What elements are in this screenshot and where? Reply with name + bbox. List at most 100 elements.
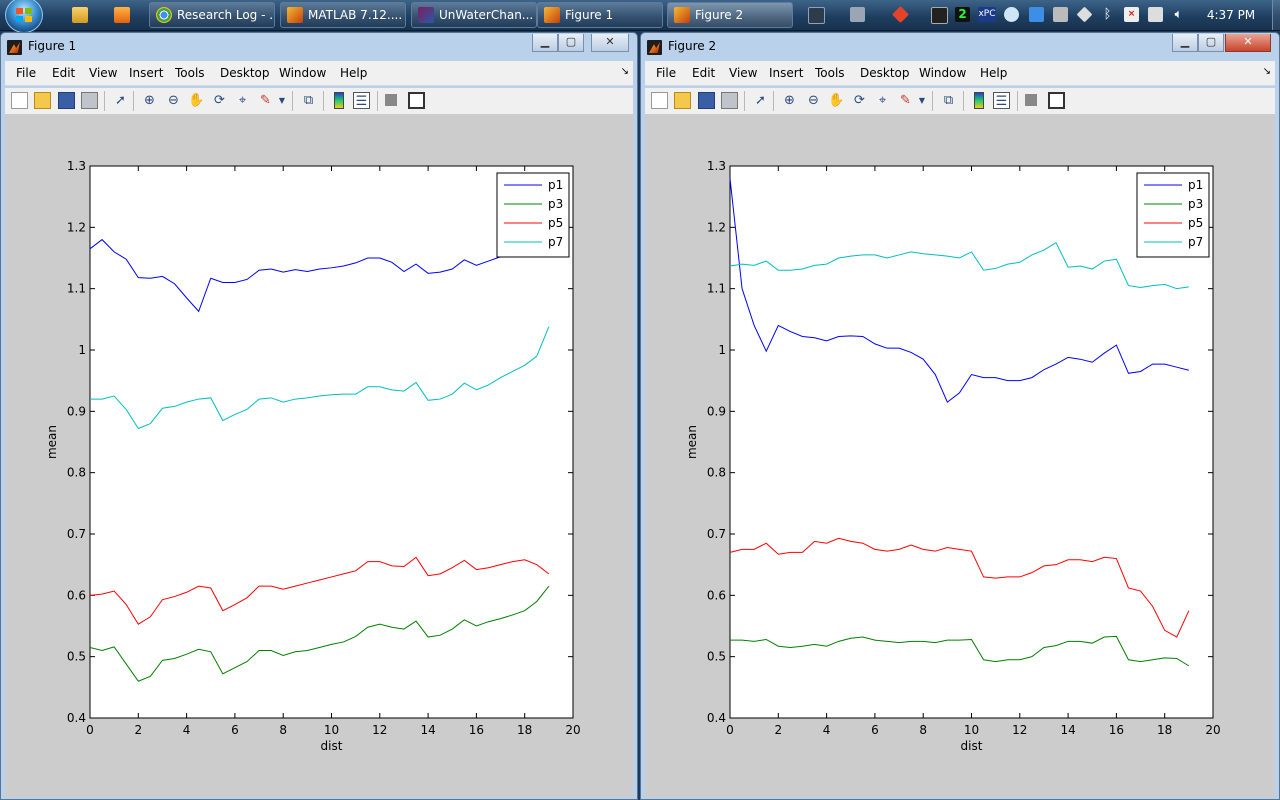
zoom-in-icon[interactable]: ⊕: [784, 93, 795, 108]
show-plot-tools-icon[interactable]: [1048, 92, 1065, 109]
open-file-icon[interactable]: [674, 92, 691, 109]
x-tick-label: 10: [964, 723, 979, 737]
menu-help[interactable]: Help: [340, 66, 368, 80]
xpc-tray-icon[interactable]: xPC: [978, 7, 996, 22]
brush-icon[interactable]: ✎: [260, 93, 271, 108]
maximize-button[interactable]: ▢: [558, 34, 584, 52]
hide-plot-tools-icon[interactable]: [1025, 94, 1037, 106]
series-line-p3: [89, 585, 550, 682]
menu-window[interactable]: Window: [279, 66, 327, 80]
hide-plot-tools-icon[interactable]: [385, 94, 397, 106]
new-figure-icon[interactable]: [11, 92, 28, 109]
windows-explorer-icon[interactable]: [72, 7, 88, 23]
minimize-button[interactable]: ▁: [532, 34, 558, 52]
series-line-p5: [729, 537, 1190, 638]
menu-file[interactable]: File: [656, 66, 677, 80]
clock[interactable]: 4:37 PM: [1206, 8, 1256, 22]
menu-edit[interactable]: Edit: [692, 66, 716, 80]
y-tick-label: 1.1: [67, 282, 86, 296]
dock-arrow-icon[interactable]: ↘: [620, 66, 629, 77]
cloud-tray-icon[interactable]: [1004, 7, 1019, 22]
pan-hand-icon[interactable]: ✋: [828, 93, 845, 108]
data-cursor-icon[interactable]: ⌖: [878, 93, 887, 108]
task-research-log[interactable]: Research Log - ...: [149, 2, 275, 28]
x-tick-label: 12: [1012, 723, 1027, 737]
open-file-icon[interactable]: [34, 92, 51, 109]
monitor-tray-icon[interactable]: [931, 7, 948, 24]
link-plot-icon[interactable]: ⧉: [303, 93, 314, 108]
menu-view[interactable]: View: [729, 66, 758, 80]
task-label: Figure 1: [565, 8, 614, 22]
window-title: Figure 1: [28, 39, 77, 53]
data-cursor-icon[interactable]: ⌖: [238, 93, 247, 108]
colorbar-icon[interactable]: [334, 92, 344, 109]
menu-help[interactable]: Help: [980, 66, 1008, 80]
save-icon[interactable]: [58, 92, 75, 109]
task-figure-2[interactable]: Figure 2: [667, 2, 793, 28]
legend-label-p7: p7: [1188, 235, 1203, 249]
chevron-down-icon[interactable]: ▼: [918, 96, 926, 105]
menu-desktop[interactable]: Desktop: [860, 66, 910, 80]
rotate-3d-icon[interactable]: ⟳: [214, 93, 225, 108]
print-icon[interactable]: [81, 92, 98, 109]
volume-icon[interactable]: 🔈︎: [1174, 7, 1183, 22]
zoom-out-icon[interactable]: ⊖: [168, 93, 179, 108]
start-button[interactable]: [5, 0, 43, 33]
x-tick-label: 18: [517, 723, 532, 737]
menu-file[interactable]: File: [16, 66, 37, 80]
colorbar-icon[interactable]: [974, 92, 984, 109]
menu-tools[interactable]: Tools: [815, 66, 845, 80]
power-icon[interactable]: [1148, 7, 1163, 22]
brush-icon[interactable]: ✎: [900, 93, 911, 108]
menu-desktop[interactable]: Desktop: [220, 66, 270, 80]
print-icon[interactable]: [721, 92, 738, 109]
task-unwaterchan[interactable]: UnWaterChan...: [411, 2, 537, 28]
close-button[interactable]: ✕: [591, 34, 629, 52]
new-figure-icon[interactable]: [651, 92, 668, 109]
save-icon[interactable]: [698, 92, 715, 109]
link-plot-icon[interactable]: ⧉: [943, 93, 954, 108]
menu-insert[interactable]: Insert: [769, 66, 804, 80]
edit-plot-arrow-icon[interactable]: ➚: [755, 93, 766, 108]
edit-plot-arrow-icon[interactable]: ➚: [115, 93, 126, 108]
minimize-button[interactable]: ▁: [1172, 34, 1198, 52]
figure-2-plot[interactable]: 0 2 4 6 8 10 12 14 16 18 20 0.4 0.5 0.6 0.7 0.8 0.9 1 1.1 1…: [645, 114, 1275, 798]
zoom-in-icon[interactable]: ⊕: [144, 93, 155, 108]
title-bar[interactable]: Figure 2 ▁ ▢ ✕: [641, 33, 1279, 61]
matlab-icon: [544, 7, 560, 23]
chevron-down-icon[interactable]: ▼: [278, 96, 286, 105]
media-player-icon[interactable]: [114, 7, 130, 23]
menu-view[interactable]: View: [89, 66, 118, 80]
show-desktop-button[interactable]: [1272, 0, 1280, 30]
scanner-tray-icon[interactable]: [850, 7, 865, 22]
maximize-button[interactable]: ▢: [1198, 34, 1224, 52]
task-matlab[interactable]: MATLAB 7.12....: [280, 2, 406, 28]
git-tray-icon[interactable]: [892, 6, 909, 23]
diamond-tray-icon[interactable]: [1076, 6, 1093, 23]
task-label: Research Log - ...: [177, 8, 275, 22]
close-button[interactable]: ✕: [1225, 34, 1271, 52]
y-tick-label: 0.6: [67, 588, 86, 602]
menu-window[interactable]: Window: [919, 66, 967, 80]
y-tick-label: 0.7: [67, 527, 86, 541]
rotate-3d-icon[interactable]: ⟳: [854, 93, 865, 108]
menu-edit[interactable]: Edit: [52, 66, 76, 80]
figure-1-plot[interactable]: 0 2 4 6 8 10 12 14 16 18 20 0.4 0.5 0.6 0.7 0.8 0.9 1 1.1 1…: [5, 114, 635, 798]
show-plot-tools-icon[interactable]: [408, 92, 425, 109]
digit-tray-icon[interactable]: 2: [955, 7, 970, 22]
menu-insert[interactable]: Insert: [129, 66, 164, 80]
menu-tools[interactable]: Tools: [175, 66, 205, 80]
task-figure-1[interactable]: Figure 1: [537, 2, 663, 28]
dropbox-tray-icon[interactable]: [1029, 7, 1044, 22]
terminal-tray-icon[interactable]: [808, 7, 825, 24]
legend-icon[interactable]: ☰: [353, 92, 370, 109]
bluetooth-icon[interactable]: ᛒ: [1103, 7, 1112, 22]
legend-label-p1: p1: [548, 178, 563, 192]
legend-icon[interactable]: ☰: [993, 92, 1010, 109]
pan-hand-icon[interactable]: ✋: [188, 93, 205, 108]
drive-tray-icon[interactable]: [1053, 7, 1068, 22]
zoom-out-icon[interactable]: ⊖: [808, 93, 819, 108]
network-disconnected-icon[interactable]: ×: [1124, 7, 1139, 22]
title-bar[interactable]: Figure 1 ▁ ▢ ✕: [1, 33, 637, 61]
dock-arrow-icon[interactable]: ↘: [1262, 66, 1271, 77]
